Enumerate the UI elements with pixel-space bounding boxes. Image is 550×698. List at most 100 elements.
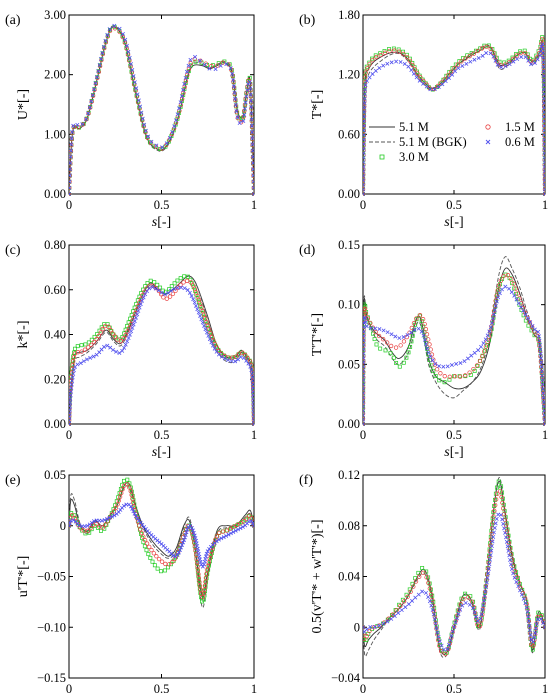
marker-s06: [381, 328, 386, 333]
marker-s15: [122, 40, 128, 46]
legend-label: 3.0 M: [399, 150, 429, 164]
marker-s15: [251, 167, 254, 172]
marker-s06: [542, 105, 545, 110]
marker-s15: [527, 320, 532, 325]
marker-s06: [377, 327, 382, 331]
legend: 5.1 M5.1 M (BGK)3.0 M 1.5 M0.6 M: [369, 120, 535, 164]
marker-s06: [410, 598, 415, 603]
marker-s15: [458, 374, 463, 379]
marker-s06: [130, 68, 135, 73]
marker-s06: [251, 411, 254, 416]
y-tick-label: 0.00: [338, 417, 360, 431]
marker-s06: [423, 342, 428, 347]
marker-s30: [247, 75, 252, 80]
marker-s15: [220, 529, 226, 534]
marker-s30: [89, 337, 94, 342]
marker-s15: [251, 523, 254, 528]
marker-s15: [118, 339, 124, 344]
marker-s15: [367, 628, 372, 634]
marker-s06: [249, 98, 254, 103]
marker-s06: [538, 53, 543, 58]
marker-s15: [540, 390, 545, 395]
marker-s06: [538, 342, 542, 347]
marker-s15: [381, 337, 386, 342]
marker-s06: [502, 526, 507, 531]
marker-s15: [173, 288, 178, 294]
marker-s15: [251, 179, 254, 184]
marker-s15: [89, 99, 94, 104]
marker-s06: [535, 57, 540, 62]
x-axis-label: s[-]: [152, 215, 171, 230]
marker-s06: [488, 51, 493, 56]
marker-s15: [365, 66, 370, 71]
marker-s06: [392, 614, 397, 619]
marker-s06: [249, 117, 254, 122]
marker-s30: [457, 59, 462, 64]
marker-s15: [417, 313, 423, 318]
marker-s15: [250, 136, 254, 142]
marker-s30: [478, 46, 483, 51]
marker-s15: [363, 636, 367, 641]
marker-s06: [421, 81, 426, 86]
marker-s30: [391, 46, 396, 51]
marker-s06: [131, 509, 136, 514]
y-tick-label: 2.00: [44, 68, 66, 82]
marker-s06: [160, 145, 165, 150]
marker-s06: [488, 325, 493, 330]
marker-s30: [372, 337, 377, 342]
marker-s15: [69, 179, 72, 184]
marker-s15: [125, 482, 130, 487]
marker-s15: [495, 491, 500, 496]
y-axis-label: T'T'*[-]: [310, 313, 325, 356]
marker-s06: [501, 521, 506, 526]
panel-b: 0.00 0.60 1.20 1.80 0 0.5 1 s[-] T*[-] (b) 5.1 M5.…: [299, 8, 548, 230]
marker-s06: [229, 359, 234, 364]
marker-s15: [233, 103, 239, 109]
marker-s06: [363, 83, 368, 87]
marker-s15: [117, 29, 122, 35]
marker-s30: [177, 110, 182, 115]
marker-s30: [86, 340, 91, 345]
marker-s06: [476, 56, 481, 60]
marker-s15: [182, 531, 187, 536]
marker-s15: [116, 498, 122, 503]
marker-s15: [84, 117, 89, 122]
marker-s06: [175, 285, 180, 290]
marker-s15: [250, 130, 254, 136]
marker-s06: [503, 64, 508, 69]
marker-s15: [541, 46, 545, 51]
marker-s15: [472, 610, 478, 616]
marker-s06: [251, 386, 254, 390]
marker-s15: [363, 177, 366, 182]
marker-s30: [125, 477, 130, 482]
marker-s06: [233, 96, 238, 101]
marker-s06: [541, 46, 545, 51]
marker-s15: [217, 530, 222, 536]
x-tick-label: 0: [360, 428, 366, 442]
marker-s06: [372, 625, 377, 630]
marker-s06: [499, 65, 504, 70]
marker-s06: [426, 350, 431, 355]
marker-s06: [441, 647, 446, 652]
marker-s15: [250, 161, 254, 166]
marker-s30: [473, 48, 478, 53]
y-tick-label: 3.00: [44, 8, 66, 22]
marker-s15: [432, 86, 437, 92]
marker-s06: [69, 407, 72, 412]
marker-s06: [110, 514, 114, 519]
marker-s15: [541, 55, 545, 61]
marker-s06: [443, 79, 448, 84]
marker-s15: [363, 114, 367, 119]
marker-s06: [189, 525, 194, 530]
marker-s30: [142, 544, 147, 549]
marker-s15: [131, 504, 137, 509]
marker-s30: [442, 380, 447, 385]
marker-s15: [69, 173, 72, 178]
marker-s30: [169, 134, 174, 138]
legend-item-s06: 0.6 M: [485, 135, 535, 149]
y-tick-label: 0.00: [338, 187, 360, 201]
marker-s06: [248, 92, 253, 97]
marker-s15: [208, 331, 213, 336]
marker-s06: [542, 173, 545, 178]
marker-s15: [431, 609, 437, 614]
